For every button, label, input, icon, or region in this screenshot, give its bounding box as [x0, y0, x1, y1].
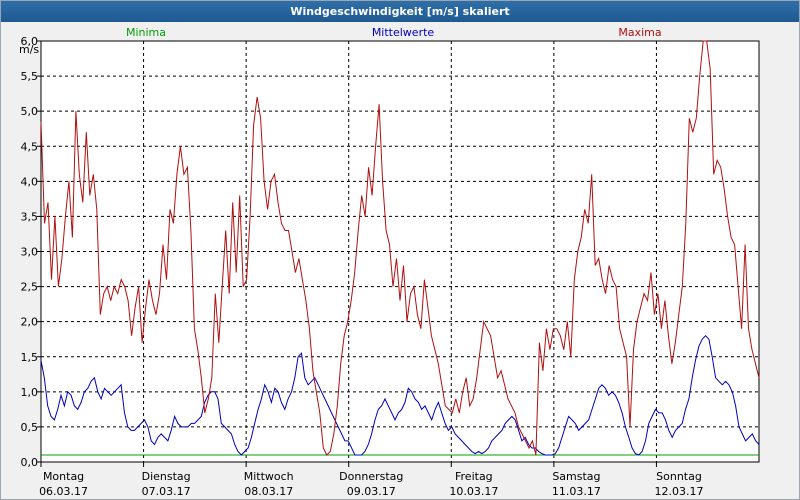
- series-layer: [40, 40, 760, 456]
- y-tick-label: 2,0: [21, 316, 39, 329]
- y-tick-label: 0,5: [21, 421, 39, 434]
- y-tick-label: 1,0: [21, 386, 39, 399]
- day-name-label: Donnerstag: [339, 470, 403, 483]
- day-name-label: Dienstag: [142, 470, 191, 483]
- grid-lines: [40, 40, 760, 463]
- legend-maxima: Maxima: [618, 26, 661, 39]
- day-date-label: 12.03.17: [655, 485, 704, 498]
- day-name-label: Montag: [43, 470, 84, 483]
- y-tick-label: 5,5: [21, 70, 39, 83]
- y-tick-label: 0,0: [21, 456, 39, 469]
- y-tick-label: 4,0: [21, 175, 39, 188]
- y-tick-label: 3,5: [21, 210, 39, 223]
- day-date-label: 06.03.17: [39, 485, 88, 498]
- day-date-label: 09.03.17: [347, 485, 396, 498]
- day-name-label: Sonntag: [656, 470, 702, 483]
- day-name-label: Freitag: [455, 470, 493, 483]
- y-tick-label: 3,0: [21, 246, 39, 259]
- day-date-label: 08.03.17: [244, 485, 293, 498]
- legend-mittelwerte: Mittelwerte: [372, 26, 435, 39]
- tick-labels: 0,0 0,5 1,0 1,5 2,0 2,5 3,0 3,5 4,0 4,5 5,0 5,5 6,0m…: [19, 26, 703, 498]
- day-date-label: 07.03.17: [142, 485, 191, 498]
- y-axis-label: m/s: [19, 43, 39, 56]
- y-tick-label: 6,0: [21, 35, 39, 48]
- legend-minima: Minima: [126, 26, 166, 39]
- plot-area: [40, 40, 760, 463]
- axes: [37, 40, 657, 467]
- y-tick-label: 1,5: [21, 351, 39, 364]
- day-name-label: Samstag: [552, 470, 600, 483]
- day-date-label: 11.03.17: [552, 485, 601, 498]
- series-line-maxima: [40, 40, 760, 456]
- series-line-mittelwerte: [40, 334, 760, 456]
- y-tick-label: 5,0: [21, 105, 39, 118]
- y-tick-label: 4,5: [21, 140, 39, 153]
- y-tick-label: 2,5: [21, 281, 39, 294]
- window-title: Windgeschwindigkeit [m/s] skaliert: [1, 1, 799, 22]
- day-date-label: 10.03.17: [449, 485, 498, 498]
- day-name-label: Mittwoch: [244, 470, 294, 483]
